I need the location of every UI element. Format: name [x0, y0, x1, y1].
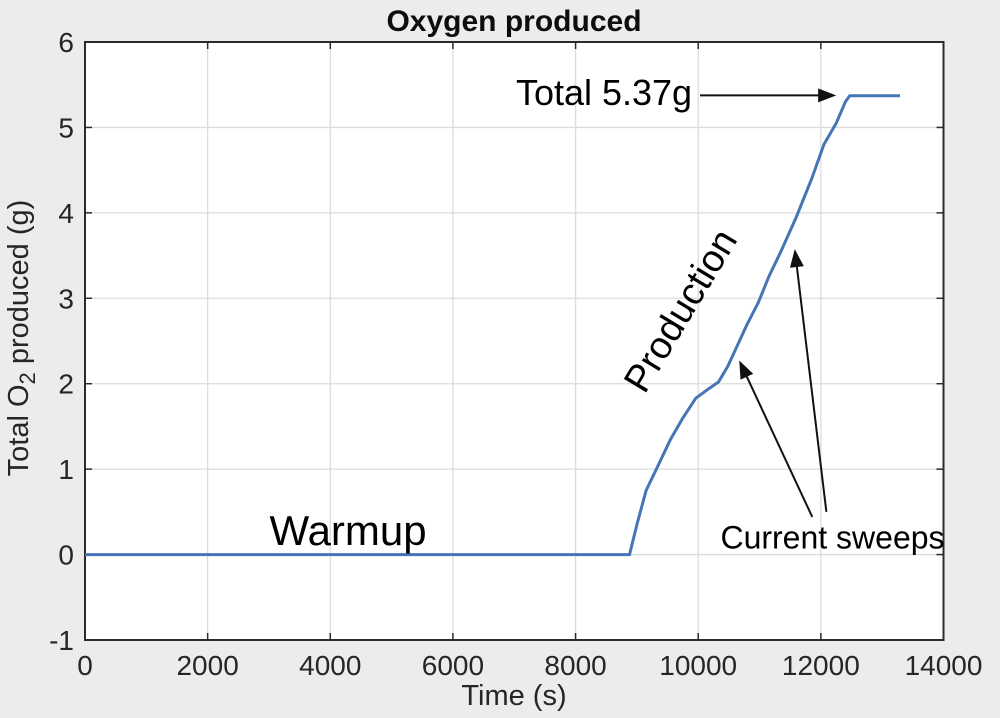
- total-label: Total 5.37g: [516, 72, 692, 113]
- annotation-arrows: [700, 88, 837, 518]
- y-tick-label: 2: [58, 369, 74, 400]
- plot-border: [84, 41, 945, 641]
- x-axis-label: Time (s): [461, 680, 566, 712]
- y-tick-label: -1: [49, 625, 74, 656]
- current-sweep-arrow-1: [739, 360, 814, 518]
- x-tick-label: 14000: [905, 650, 983, 681]
- x-tick-labels: 0 2000 4000 6000 8000 10000 12000 14000: [77, 650, 982, 681]
- y-tick-label: 4: [58, 198, 74, 229]
- y-axis-label-rest: produced (g): [3, 200, 35, 373]
- warmup-label: Warmup: [269, 507, 426, 554]
- x-tick-label: 0: [77, 650, 93, 681]
- current-sweeps-label: Current sweeps: [720, 520, 944, 556]
- y-tick-label: 0: [58, 540, 74, 571]
- y-tick-label: 6: [58, 27, 74, 58]
- x-tick-label: 2000: [176, 650, 238, 681]
- y-tick-label: 3: [58, 283, 74, 314]
- y-tick-label: 1: [58, 454, 74, 485]
- x-tick-label: 4000: [299, 650, 361, 681]
- x-tick-label: 8000: [544, 650, 606, 681]
- x-tick-label: 12000: [782, 650, 860, 681]
- y-axis-label: Total O2 produced (g): [3, 200, 40, 477]
- x-tick-label: 10000: [659, 650, 737, 681]
- y-axis-label-main: Total O: [3, 384, 35, 476]
- current-sweep-arrow-2: [789, 249, 828, 512]
- y-tick-label: 5: [58, 112, 74, 143]
- y-tick-labels: -1 0 1 2 3 4 5 6: [49, 27, 74, 656]
- chart-title: Oxygen produced: [386, 5, 641, 38]
- y-axis-label-subscript: 2: [15, 372, 40, 384]
- plot-area: [85, 42, 944, 640]
- oxygen-produced-line: [85, 94, 900, 557]
- x-tick-label: 6000: [422, 650, 484, 681]
